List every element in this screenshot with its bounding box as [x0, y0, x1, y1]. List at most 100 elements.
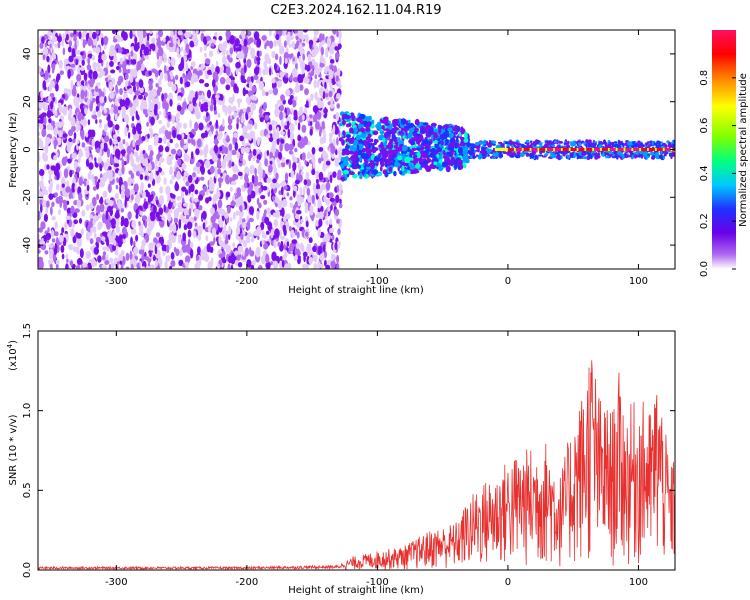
spectrogram-cell [209, 207, 215, 215]
spectrogram-cell [77, 138, 80, 144]
spectrogram-cell [236, 98, 243, 104]
spectrogram-cell [89, 169, 92, 177]
spectrogram-cell [469, 143, 475, 146]
spectrogram-cell [115, 84, 118, 92]
spectrogram-cell [132, 126, 137, 135]
spectrogram-cell [309, 210, 314, 216]
spectrogram-cell [622, 155, 625, 160]
spectrogram-cell [164, 260, 168, 269]
spectrogram-cell [68, 129, 73, 137]
spectrogram-cell [233, 250, 239, 256]
spectrogram-cell [335, 111, 340, 122]
colorbar-label: Normalized spectral amplitude [738, 73, 749, 227]
spectrogram-cell [585, 143, 588, 148]
spectrogram-cell [229, 47, 234, 55]
spectrogram-cell [116, 177, 119, 183]
spectrogram-cell [213, 144, 219, 154]
spectrogram-cell [381, 155, 387, 160]
spectrogram-cell [41, 237, 44, 245]
spectrogram-cell [580, 141, 583, 144]
spectrogram-cell [261, 35, 267, 41]
spectrogram-cell [410, 139, 416, 145]
spectrogram-cell [314, 74, 317, 80]
spectrogram-carrier [617, 148, 624, 151]
spectrogram-cell [73, 132, 77, 140]
spectrogram-cell [251, 95, 258, 101]
spectrogram-cell [265, 230, 270, 235]
spectrogram-cell [303, 253, 306, 263]
spectrogram-cell [329, 59, 335, 64]
spectrogram-cell [91, 138, 95, 147]
spectrogram-cell [192, 34, 198, 43]
spectrogram-cell [162, 52, 167, 60]
spectrogram-cell [338, 183, 343, 192]
spectrogram-cell [645, 155, 650, 158]
spectrogram-cell [48, 193, 54, 201]
spectrogram-cell [338, 203, 343, 209]
spectrogram-cell [296, 194, 302, 204]
spectrogram-cell [319, 63, 325, 68]
spectrogram-cell [120, 208, 124, 213]
spectrogram-cell [302, 263, 307, 269]
spectrogram-cell [556, 155, 560, 159]
spectrogram-cell [253, 122, 258, 130]
spectrogram-cell [243, 57, 247, 64]
spectrogram-cell [181, 186, 187, 192]
spectrogram-cell [119, 98, 123, 108]
spectrogram-cell [316, 111, 322, 120]
spectrogram-cell [86, 184, 90, 192]
spectrogram-cell [280, 161, 286, 168]
spectrogram-cell [167, 202, 172, 210]
spectrogram-cell [521, 143, 525, 147]
spectrogram-cell [130, 157, 135, 168]
spectrogram-cell [90, 257, 96, 268]
spectrogram-cell [257, 148, 261, 153]
x-tick-label: -200 [236, 577, 259, 588]
spectrogram-cell [153, 134, 159, 144]
spectrogram-cell [198, 233, 202, 242]
spectrogram-cell [297, 250, 301, 256]
spectrogram-cell [306, 179, 312, 187]
spectrogram-cell [651, 156, 655, 160]
spectrogram-cell [211, 42, 215, 48]
spectrogram-cell [382, 137, 386, 143]
spectrogram-cell [143, 46, 149, 57]
spectrogram-cell [109, 138, 112, 146]
spectrogram-cell [81, 142, 86, 148]
spectrogram-cell [237, 171, 243, 177]
spectrogram-cell [213, 139, 219, 145]
spectrogram-cell [307, 194, 313, 204]
spectrogram-cell [76, 198, 82, 208]
spectrogram-cell [269, 67, 272, 76]
spectrogram-cell [322, 150, 327, 160]
spectrogram-cell [251, 85, 256, 94]
spectrogram-cell [313, 262, 318, 269]
spectrogram-cell [624, 152, 627, 156]
spectrogram-cell [593, 141, 598, 144]
spectrogram-cell [146, 266, 152, 269]
spectrogram-cell [228, 160, 232, 169]
spectrogram-cell [129, 106, 135, 117]
spectrogram-cell [436, 153, 440, 158]
spectrogram-cell [110, 262, 115, 269]
spectrogram-cell [284, 249, 288, 259]
spectrogram-cell [454, 124, 458, 132]
spectrogram-cell [337, 43, 342, 50]
spectrogram-cell [304, 159, 307, 166]
spectrogram-cell [84, 80, 88, 87]
spectrogram-cell [214, 211, 219, 217]
spectrogram-cell [563, 142, 569, 145]
spectrogram-cell [147, 183, 151, 188]
spectrogram-cell [335, 149, 338, 156]
spectrogram-cell [61, 227, 65, 234]
spectrogram-cell [65, 263, 69, 269]
spectrogram-cell [226, 135, 230, 143]
spectrogram-cell [169, 179, 173, 185]
spectrogram-cell [253, 66, 260, 76]
spectrogram-cell [50, 80, 56, 88]
spectrogram-cell [160, 126, 166, 134]
spectrogram-cell [183, 134, 188, 140]
spectrogram-cell [272, 87, 279, 96]
spectrogram-cell [51, 238, 56, 243]
spectrogram-carrier [594, 148, 601, 151]
